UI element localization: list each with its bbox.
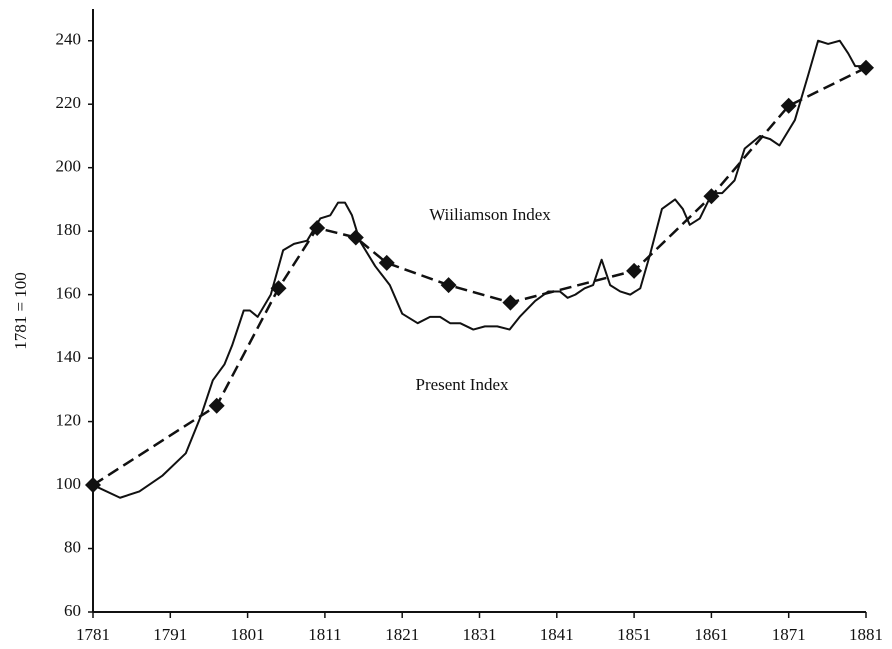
y-tick-label: 140 [56, 347, 82, 366]
y-tick-label: 220 [56, 93, 82, 112]
series-annotation: Wiiliamson Index [429, 205, 551, 224]
x-tick-label: 1791 [153, 625, 187, 644]
diamond-marker [309, 219, 326, 236]
x-tick-label: 1781 [76, 625, 110, 644]
x-tick-label: 1841 [540, 625, 574, 644]
x-tick-label: 1871 [772, 625, 806, 644]
x-tick-label: 1881 [849, 625, 883, 644]
diamond-marker [502, 294, 519, 311]
diamond-marker [440, 277, 457, 294]
x-tick-label: 1801 [231, 625, 265, 644]
diamond-marker [703, 188, 720, 205]
y-tick-label: 60 [64, 601, 81, 620]
x-tick-label: 1861 [694, 625, 728, 644]
y-tick-label: 200 [56, 157, 82, 176]
diamond-marker [270, 280, 287, 297]
series-line [92, 39, 866, 499]
diamond-marker [626, 262, 643, 279]
y-tick-label: 80 [64, 537, 81, 556]
y-axis-label: 1781 = 100 [11, 272, 30, 350]
x-tick-label: 1811 [308, 625, 341, 644]
x-tick-label: 1851 [617, 625, 651, 644]
diamond-marker [858, 59, 874, 76]
y-tick-label: 160 [56, 284, 82, 303]
y-tick-label: 100 [56, 474, 82, 493]
x-tick-label: 1831 [463, 625, 497, 644]
diamond-marker [208, 397, 225, 414]
series-line [92, 66, 867, 487]
y-tick-label: 240 [56, 30, 82, 49]
y-tick-label: 120 [56, 410, 82, 429]
series-annotation: Present Index [415, 375, 509, 394]
x-tick-label: 1821 [385, 625, 419, 644]
diamond-marker [85, 477, 101, 494]
diamond-marker [780, 97, 797, 114]
y-tick-label: 180 [56, 220, 82, 239]
diamond-marker [378, 254, 395, 271]
diamond-marker [347, 229, 364, 246]
